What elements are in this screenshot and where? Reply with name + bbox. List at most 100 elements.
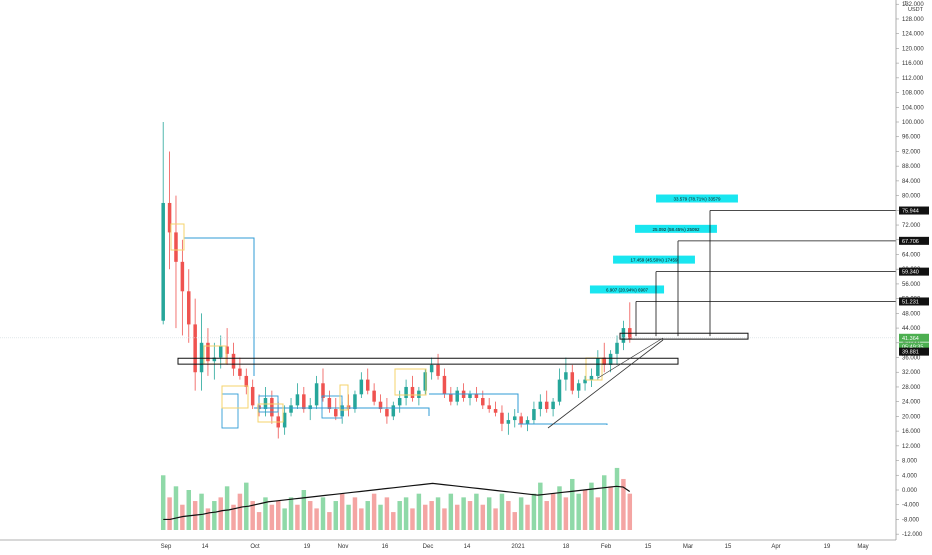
candle-body <box>225 346 229 354</box>
time-tick-label: 14 <box>202 544 209 550</box>
price-label-bg <box>899 267 929 276</box>
volume-bar <box>474 493 479 530</box>
volume-bar <box>295 504 300 530</box>
target-label: 25.092 (58.45%) 25092 <box>652 227 700 232</box>
time-tick-label: May <box>857 544 868 550</box>
price-tick-label: 88.000 <box>902 164 921 170</box>
price-tick-label: 20.000 <box>902 414 921 420</box>
yellow-range-box <box>394 368 427 396</box>
price-labels-layer: 75.944 67.706 59.340 51.231 41.364 05:49:3539… <box>899 206 929 356</box>
candle-body <box>187 291 191 325</box>
price-tick-label: -8.000 <box>902 517 920 523</box>
price-label-text: 41.364 <box>902 336 919 342</box>
blue-range-box <box>221 393 239 429</box>
volume-bar <box>467 501 473 530</box>
price-tick-label: 0.000 <box>902 488 918 494</box>
volume-bar <box>186 490 192 530</box>
candle-body <box>289 405 293 413</box>
volume-bar <box>352 497 358 530</box>
price-tick-label: -4.000 <box>902 503 920 509</box>
blue-range-box <box>518 423 608 425</box>
time-tick-label: 18 <box>563 544 570 550</box>
target-label: 33.579 (78.71%) 33579 <box>673 197 721 202</box>
volume-bar <box>557 486 562 530</box>
target-label-bg <box>589 285 665 294</box>
price-tick-label: 112.000 <box>902 76 924 82</box>
volume-bar <box>499 493 505 530</box>
candle-body <box>385 409 389 417</box>
volume-bar <box>480 504 486 530</box>
candle-body <box>250 386 255 406</box>
volume-bar <box>429 501 434 530</box>
price-tick-label: 12.000 <box>902 444 921 450</box>
price-tick-label: 8.000 <box>902 459 918 465</box>
volume-bar <box>167 497 172 530</box>
volume-bar <box>314 508 319 530</box>
candle-body <box>314 383 319 406</box>
volume-bar <box>359 508 364 530</box>
volume-bar <box>288 497 294 530</box>
price-tick-label: 104.000 <box>902 105 924 111</box>
candle-body <box>365 379 370 391</box>
volume-bar <box>307 501 313 530</box>
price-label-text: 39.881 <box>902 350 919 356</box>
candle-body <box>557 379 562 402</box>
time-tick-label: Sep <box>161 544 172 550</box>
volume-bar <box>486 497 492 530</box>
candle-body <box>410 386 415 398</box>
price-label-text: 59.340 <box>902 270 919 276</box>
volume-bar <box>205 508 211 530</box>
price-tick-label: 28.000 <box>902 385 921 391</box>
price-tick-label: 80.000 <box>902 194 921 200</box>
volume-bar <box>538 482 543 530</box>
volume-bar <box>531 493 537 530</box>
candle-body <box>602 357 606 365</box>
target-label-bg <box>635 224 717 233</box>
volume-bar <box>397 501 402 530</box>
volume-bar <box>384 497 390 530</box>
candle-body <box>532 409 536 421</box>
target-label-bg <box>656 194 738 203</box>
candle-body <box>621 328 626 343</box>
candle-body <box>282 412 287 428</box>
candle-body <box>302 394 306 410</box>
volume-bar <box>378 504 383 530</box>
volume-bar <box>525 504 530 530</box>
volume-bar <box>276 501 281 530</box>
volume-bar <box>435 497 441 530</box>
candle-body <box>218 346 223 358</box>
candle-body <box>538 401 543 410</box>
price-tick-label: 96.000 <box>902 135 921 141</box>
time-tick-label: 15 <box>645 544 652 550</box>
volume-bar <box>454 504 460 530</box>
candle-body <box>493 409 498 413</box>
candle-body <box>512 416 517 421</box>
time-tick-label: Feb <box>601 544 612 550</box>
price-tick-label: 24.000 <box>902 400 921 406</box>
price-label-bg <box>899 333 929 342</box>
volume-bar <box>212 501 217 530</box>
candle-body <box>353 394 357 410</box>
volume-bar <box>601 475 607 530</box>
candle-body <box>589 375 594 380</box>
resistance-zone <box>619 332 749 340</box>
volume-bar <box>269 504 275 530</box>
volume-bar <box>512 512 517 530</box>
price-label-bg <box>899 206 929 215</box>
candle-body <box>506 420 511 424</box>
volume-bar <box>506 501 511 530</box>
price-label-text: 05:49:35 <box>902 344 923 350</box>
candle-body <box>615 342 619 354</box>
price-tick-label: 120.000 <box>902 46 924 52</box>
price-tick-label: 56.000 <box>902 282 921 288</box>
price-tick-label: 72.000 <box>902 223 921 229</box>
volume-bar <box>570 478 575 530</box>
candle-body <box>596 357 600 376</box>
price-tick-label: 128.000 <box>902 17 924 23</box>
volume-bar <box>461 497 466 530</box>
candle-body <box>359 379 364 395</box>
candle-body <box>570 372 575 391</box>
volume-bar <box>333 501 339 530</box>
volume-bar <box>224 486 230 530</box>
